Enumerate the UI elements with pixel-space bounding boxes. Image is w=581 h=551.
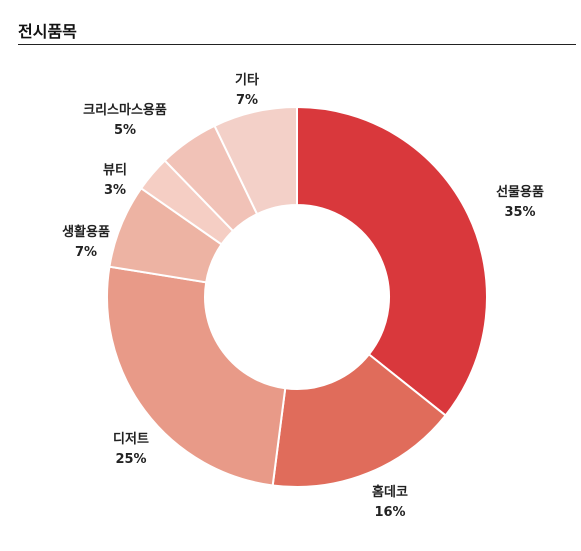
donut-slice [296,105,488,417]
slice-category-label: 기타 [235,72,259,88]
slice-percent-label: 5% [114,123,136,138]
labels-layer: 선물용품 35% 홈데코 16% 디저트 25% 생활용품 7% 뷰티 3% 크리스마스용품 5% 기타… [62,72,544,520]
slice-category-label: 디저트 [113,431,149,447]
section-title: 전시품목 [18,22,77,41]
section-header: 전시품목 [18,14,576,45]
slice-percent-label: 7% [236,93,258,108]
slice-category-label: 홈데코 [372,484,408,500]
donut-slice [213,105,298,216]
slice-percent-label: 25% [115,452,146,467]
donut-slice [271,352,447,488]
slice-percent-label: 35% [504,205,535,220]
slice-percent-label: 7% [75,245,97,260]
slice-category-label: 생활용품 [62,224,110,240]
slice-percent-label: 16% [374,505,405,520]
slice-category-label: 뷰티 [103,162,127,178]
slice-percent-label: 3% [104,183,126,198]
slice-category-label: 크리스마스용품 [83,102,167,118]
donut-slice [106,265,287,487]
slices-layer [106,105,488,488]
slice-category-label: 선물용품 [496,184,544,200]
